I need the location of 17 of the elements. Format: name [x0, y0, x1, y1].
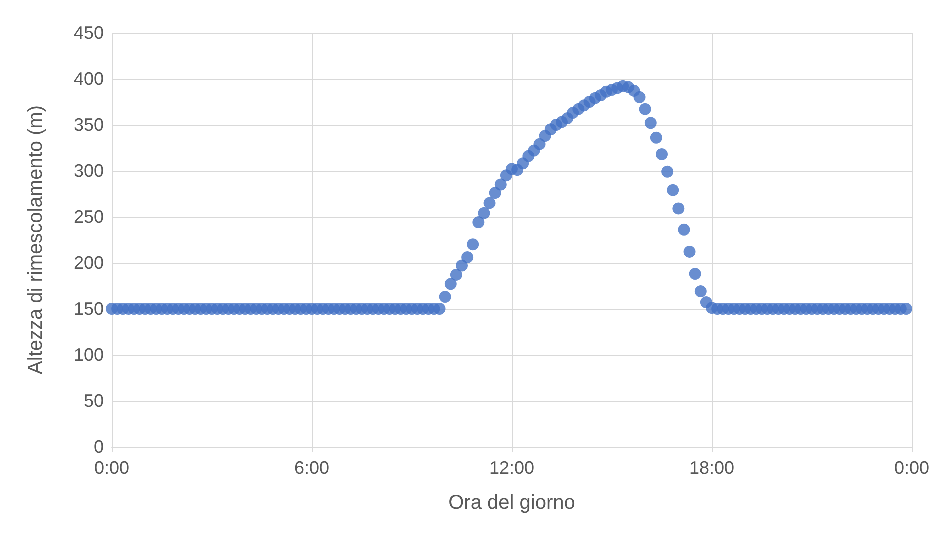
y-tick-label: 250 — [74, 207, 104, 227]
x-tick-label: 0:00 — [894, 458, 930, 478]
x-tick-label: 0:00 — [94, 458, 130, 478]
y-tick-label: 400 — [74, 69, 104, 89]
x-tick-label: 6:00 — [294, 458, 330, 478]
y-tick-label: 300 — [74, 161, 104, 181]
x-tick-label: 12:00 — [489, 458, 535, 478]
y-tick-label: 150 — [74, 299, 104, 319]
x-tick-label: 18:00 — [689, 458, 735, 478]
y-tick-label: 200 — [74, 253, 104, 273]
y-tick-label: 450 — [74, 23, 104, 43]
x-axis-title: Ora del giorno — [448, 492, 576, 514]
y-tick-label: 350 — [74, 115, 104, 135]
y-tick-label: 100 — [74, 345, 104, 365]
y-tick-label: 0 — [94, 437, 104, 457]
y-axis-title: Altezza di rimescolamento (m) — [25, 106, 47, 374]
y-tick-label: 50 — [84, 391, 104, 411]
